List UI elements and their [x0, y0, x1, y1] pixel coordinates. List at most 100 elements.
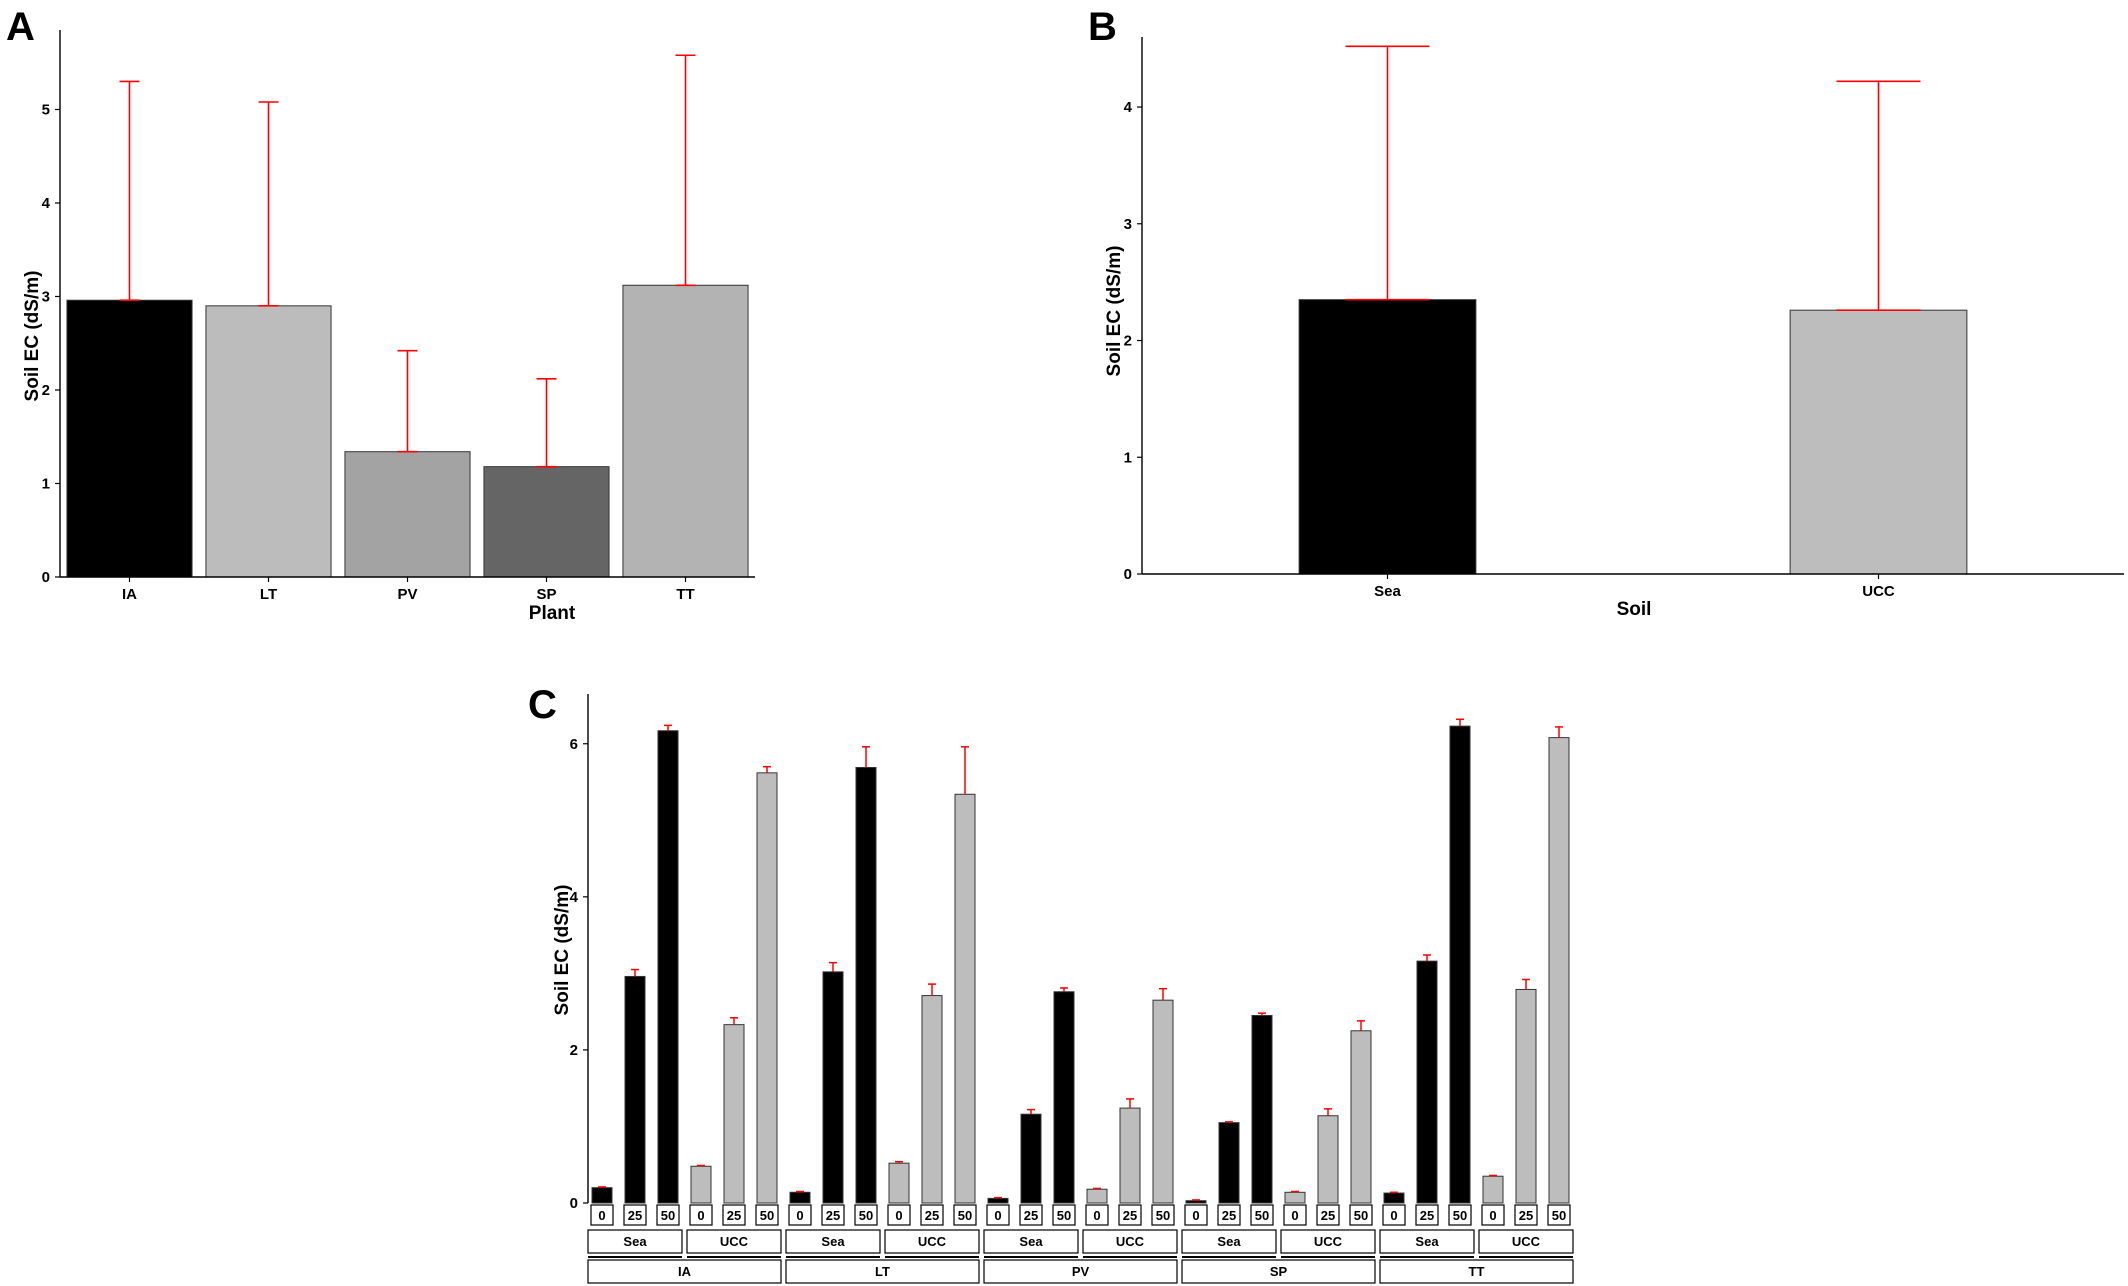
panel-c-bar-sp-sea-0 — [1185, 1200, 1207, 1204]
panel-b-bar-sea — [1298, 299, 1477, 575]
panel-c-level-strip — [1316, 1204, 1340, 1226]
panel-c-level-strip-label: 0 — [994, 1208, 1001, 1223]
panel-c-level-strip-label: 50 — [760, 1208, 774, 1223]
panel-c-y-tick-label: 0 — [570, 1195, 578, 1212]
panel-c-level-strip — [1217, 1204, 1241, 1226]
panel-b: B Sea UCC 0 1 2 3 4 Soil Soil EC (dS/m) — [1088, 5, 2124, 620]
panel-c-bar-tt-sea-50 — [1449, 725, 1471, 1204]
panel-c-bar-tt-ucc-50 — [1548, 737, 1570, 1204]
panel-c-soil-strip — [983, 1229, 1079, 1254]
panel-c-bar-sp-ucc-50 — [1350, 1030, 1372, 1204]
panel-c-level-strip-label: 25 — [1420, 1208, 1434, 1223]
panel-c-level-strip — [656, 1204, 680, 1226]
panel-a-letter: A — [6, 5, 35, 49]
panel-c-soil-strip-label: Sea — [821, 1234, 845, 1249]
panel-c-level-strip-label: 0 — [697, 1208, 704, 1223]
panel-c-bar-sp-sea-25 — [1218, 1122, 1240, 1204]
panel-c-y-tick-label: 6 — [570, 736, 578, 753]
panel-c-soil-strip — [1181, 1229, 1277, 1254]
panel-c-level-strip — [1085, 1204, 1109, 1226]
panel-c-level-strip-label: 25 — [826, 1208, 840, 1223]
panel-a: A IA LT PV SP TT 0 1 2 3 4 5 Plant Soil EC (dS/m) — [6, 5, 755, 624]
panel-c-bar-pv-ucc-50 — [1152, 999, 1174, 1204]
panel-a-bars — [66, 54, 749, 578]
panel-c-level-strip — [1481, 1204, 1505, 1226]
panel-c-level-strip-label: 50 — [1255, 1208, 1269, 1223]
panel-c-bar-pv-sea-25 — [1020, 1113, 1042, 1204]
panel-a-y-tick-label: 1 — [42, 475, 50, 492]
panel-c-level-strip-label: 0 — [1192, 1208, 1199, 1223]
panel-c-level-strip — [788, 1204, 812, 1226]
panel-c-level-strip — [1151, 1204, 1175, 1226]
panel-c-level-strip — [1547, 1204, 1571, 1226]
panel-c-level-strip-label: 50 — [859, 1208, 873, 1223]
panel-c-bar-sp-ucc-25 — [1317, 1115, 1339, 1204]
panel-c-soil-strip-label: Sea — [1217, 1234, 1241, 1249]
panel-b-x-tick-label: UCC — [1862, 583, 1895, 600]
panel-c-level-strip-label: 0 — [1093, 1208, 1100, 1223]
panel-c-level-strip-label: 25 — [1321, 1208, 1335, 1223]
panel-c-level-strip-label: 0 — [598, 1208, 605, 1223]
panel-c-bar-pv-sea-50 — [1053, 991, 1075, 1204]
panel-c-level-strip — [887, 1204, 911, 1226]
panel-b-bars — [1298, 45, 1968, 575]
panel-c-soil-strip — [785, 1229, 881, 1254]
panel-a-x-tick-label: IA — [122, 586, 137, 603]
panel-c-level-strip — [689, 1204, 713, 1226]
panel-c-soil-strip — [1280, 1229, 1376, 1254]
panel-c-soil-strip — [587, 1229, 683, 1254]
panel-c-plant-strip-label: SP — [1270, 1264, 1288, 1279]
panel-a-bar-sp — [483, 466, 610, 578]
panel-c-level-strip-label: 25 — [628, 1208, 642, 1223]
panel-a-bar-lt — [205, 305, 332, 578]
panel-b-y-tick-label: 0 — [1124, 566, 1132, 583]
panel-a-y-tick-label: 5 — [42, 101, 50, 118]
panel-c-plant-strip-label: IA — [678, 1264, 692, 1279]
panel-c-level-strip — [854, 1204, 878, 1226]
panel-a-x-tick-label: TT — [676, 586, 694, 603]
panel-c-bar-tt-ucc-25 — [1515, 988, 1537, 1204]
panel-c-soil-strip-label: UCC — [1116, 1234, 1145, 1249]
panel-c-level-strip — [1514, 1204, 1538, 1226]
panel-c-plant-strip — [1379, 1259, 1574, 1284]
panel-c-axes: 0 2 4 6 — [570, 694, 589, 1212]
panel-c-level-strip — [1415, 1204, 1439, 1226]
panel-c-bar-tt-sea-0 — [1383, 1192, 1405, 1204]
panel-c-level-strip — [986, 1204, 1010, 1226]
panel-a-x-title: Plant — [529, 603, 576, 624]
panel-c-bar-sp-sea-50 — [1251, 1014, 1273, 1204]
panel-c-soil-strip — [1379, 1229, 1475, 1254]
panel-c-level-strip-label: 50 — [1057, 1208, 1071, 1223]
panel-c-level-strip-label: 25 — [727, 1208, 741, 1223]
panel-c-level-strip — [1052, 1204, 1076, 1226]
panel-c-level-strip-label: 0 — [1291, 1208, 1298, 1223]
panel-a-x-tick-label: PV — [397, 586, 417, 603]
panel-c-plant-strip — [983, 1259, 1178, 1284]
panel-c-level-strip-label: 0 — [796, 1208, 803, 1223]
panel-a-axes: IA LT PV SP TT 0 1 2 3 4 5 — [42, 30, 755, 603]
panel-b-x-tick-label: Sea — [1374, 583, 1401, 600]
panel-c-level-strip — [953, 1204, 977, 1226]
panel-c-level-strip — [1019, 1204, 1043, 1226]
panel-c-level-strip — [920, 1204, 944, 1226]
panel-c-plant-strip-label: PV — [1072, 1264, 1090, 1279]
panel-c-y-tick-label: 4 — [570, 889, 579, 906]
panel-c-level-strip-label: 50 — [661, 1208, 675, 1223]
panel-a-y-tick-label: 2 — [42, 382, 50, 399]
panel-c-bar-tt-sea-25 — [1416, 960, 1438, 1204]
panel-b-y-title: Soil EC (dS/m) — [1104, 246, 1125, 377]
panel-c-level-strip-label: 50 — [1453, 1208, 1467, 1223]
panel-c-level-strip-label: 50 — [958, 1208, 972, 1223]
panel-c: C 0 2 4 6 0 25 50 Sea 0 25 50 UCC IA 0 25 50 Sea 0 25 50 UC… — [528, 683, 1574, 1284]
panel-c-level-strip — [623, 1204, 647, 1226]
panel-c-level-strip-label: 50 — [1156, 1208, 1170, 1223]
panel-c-soil-strip — [1082, 1229, 1178, 1254]
panel-c-bar-ia-sea-25 — [624, 975, 646, 1204]
panel-c-level-strip-label: 0 — [1489, 1208, 1496, 1223]
panel-a-y-tick-label: 3 — [42, 288, 50, 305]
panel-c-level-strip — [1448, 1204, 1472, 1226]
panel-c-plant-strip — [587, 1259, 782, 1284]
panel-a-x-tick-label: SP — [536, 586, 556, 603]
panel-c-soil-strip-label: Sea — [1019, 1234, 1043, 1249]
